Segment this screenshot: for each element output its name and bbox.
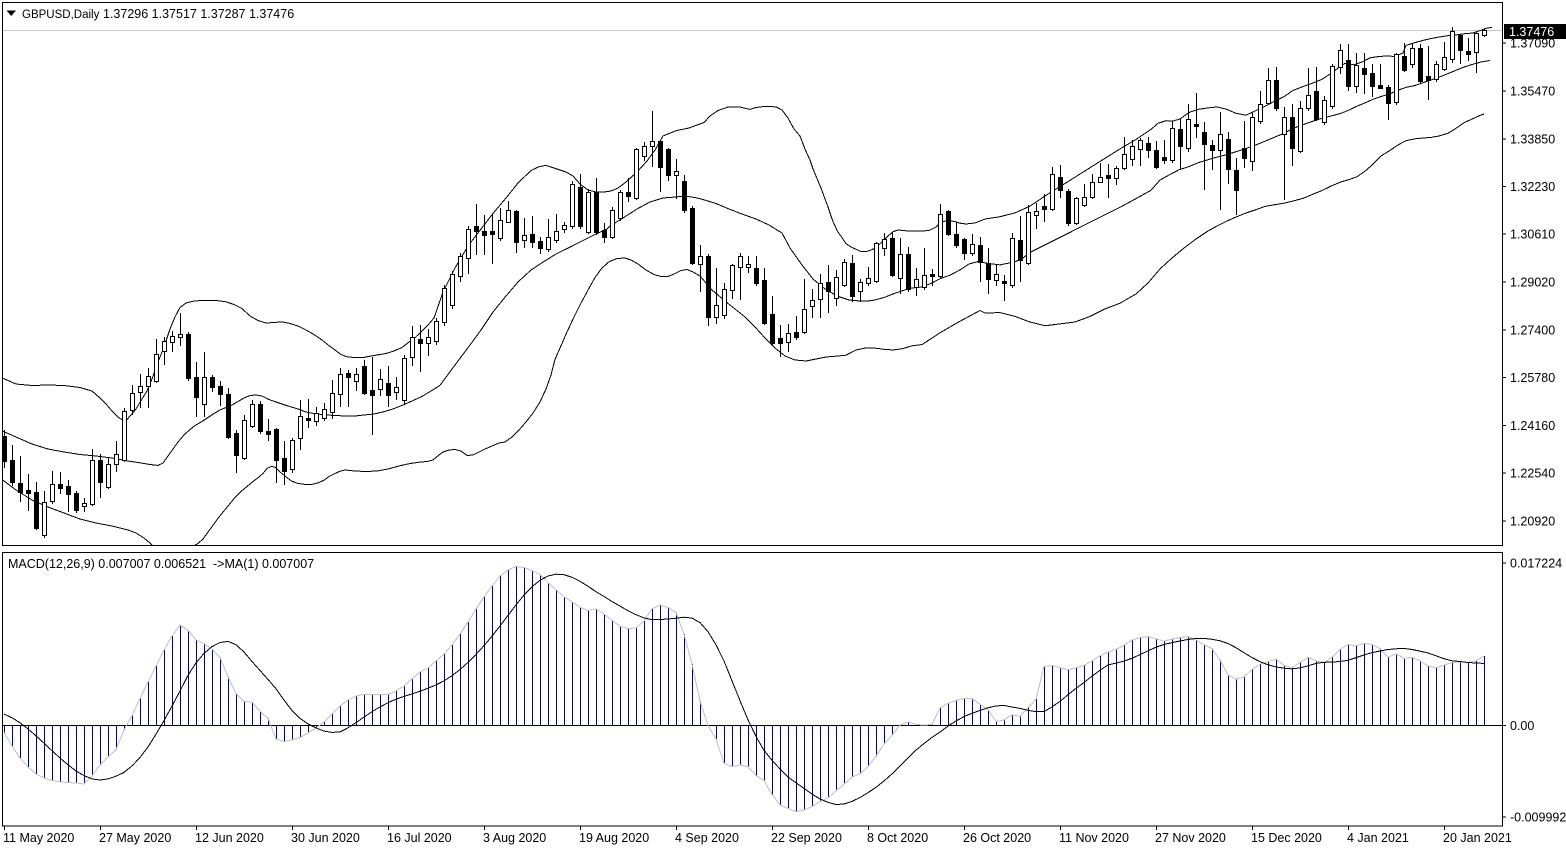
svg-text:1.30610: 1.30610: [1510, 228, 1555, 242]
svg-text:1.37476: 1.37476: [1509, 25, 1554, 39]
svg-text:11 Nov 2020: 11 Nov 2020: [1059, 831, 1129, 845]
svg-text:11 May 2020: 11 May 2020: [3, 831, 74, 845]
svg-text:16 Jul 2020: 16 Jul 2020: [387, 831, 452, 845]
svg-text:12 Jun 2020: 12 Jun 2020: [195, 831, 264, 845]
svg-text:4 Sep 2020: 4 Sep 2020: [675, 831, 739, 845]
svg-text:19 Aug 2020: 19 Aug 2020: [579, 831, 649, 845]
svg-text:1.20920: 1.20920: [1510, 515, 1555, 529]
svg-text:26 Oct 2020: 26 Oct 2020: [963, 831, 1031, 845]
svg-text:1.37296 1.37517 1.37287 1.3747: 1.37296 1.37517 1.37287 1.37476: [103, 7, 294, 21]
svg-text:1.32230: 1.32230: [1510, 180, 1555, 194]
svg-text:1.29020: 1.29020: [1510, 276, 1555, 290]
svg-text:1.33850: 1.33850: [1510, 133, 1555, 147]
svg-text:3 Aug 2020: 3 Aug 2020: [483, 831, 546, 845]
svg-text:1.25780: 1.25780: [1510, 371, 1555, 385]
svg-text:20 Jan 2021: 20 Jan 2021: [1443, 831, 1512, 845]
svg-text:1.37090: 1.37090: [1510, 37, 1555, 51]
svg-text:-0.009992: -0.009992: [1510, 811, 1566, 825]
svg-text:0.017224: 0.017224: [1510, 557, 1562, 571]
svg-text:30 Jun 2020: 30 Jun 2020: [291, 831, 360, 845]
svg-text:1.22540: 1.22540: [1510, 467, 1555, 481]
svg-text:GBPUSD,Daily: GBPUSD,Daily: [22, 9, 100, 21]
svg-text:4 Jan 2021: 4 Jan 2021: [1347, 831, 1409, 845]
svg-text:15 Dec 2020: 15 Dec 2020: [1251, 831, 1322, 845]
svg-text:22 Sep 2020: 22 Sep 2020: [771, 831, 842, 845]
svg-text:MACD(12,26,9) 0.007007 0.00652: MACD(12,26,9) 0.007007 0.006521 ->MA(1) …: [8, 557, 314, 571]
svg-text:1.24160: 1.24160: [1510, 419, 1555, 433]
svg-text:0.00: 0.00: [1510, 719, 1534, 733]
svg-text:27 Nov 2020: 27 Nov 2020: [1155, 831, 1226, 845]
svg-text:1.27400: 1.27400: [1510, 324, 1555, 338]
svg-text:27 May 2020: 27 May 2020: [99, 831, 171, 845]
svg-text:8 Oct 2020: 8 Oct 2020: [867, 831, 928, 845]
svg-text:1.35470: 1.35470: [1510, 85, 1555, 99]
